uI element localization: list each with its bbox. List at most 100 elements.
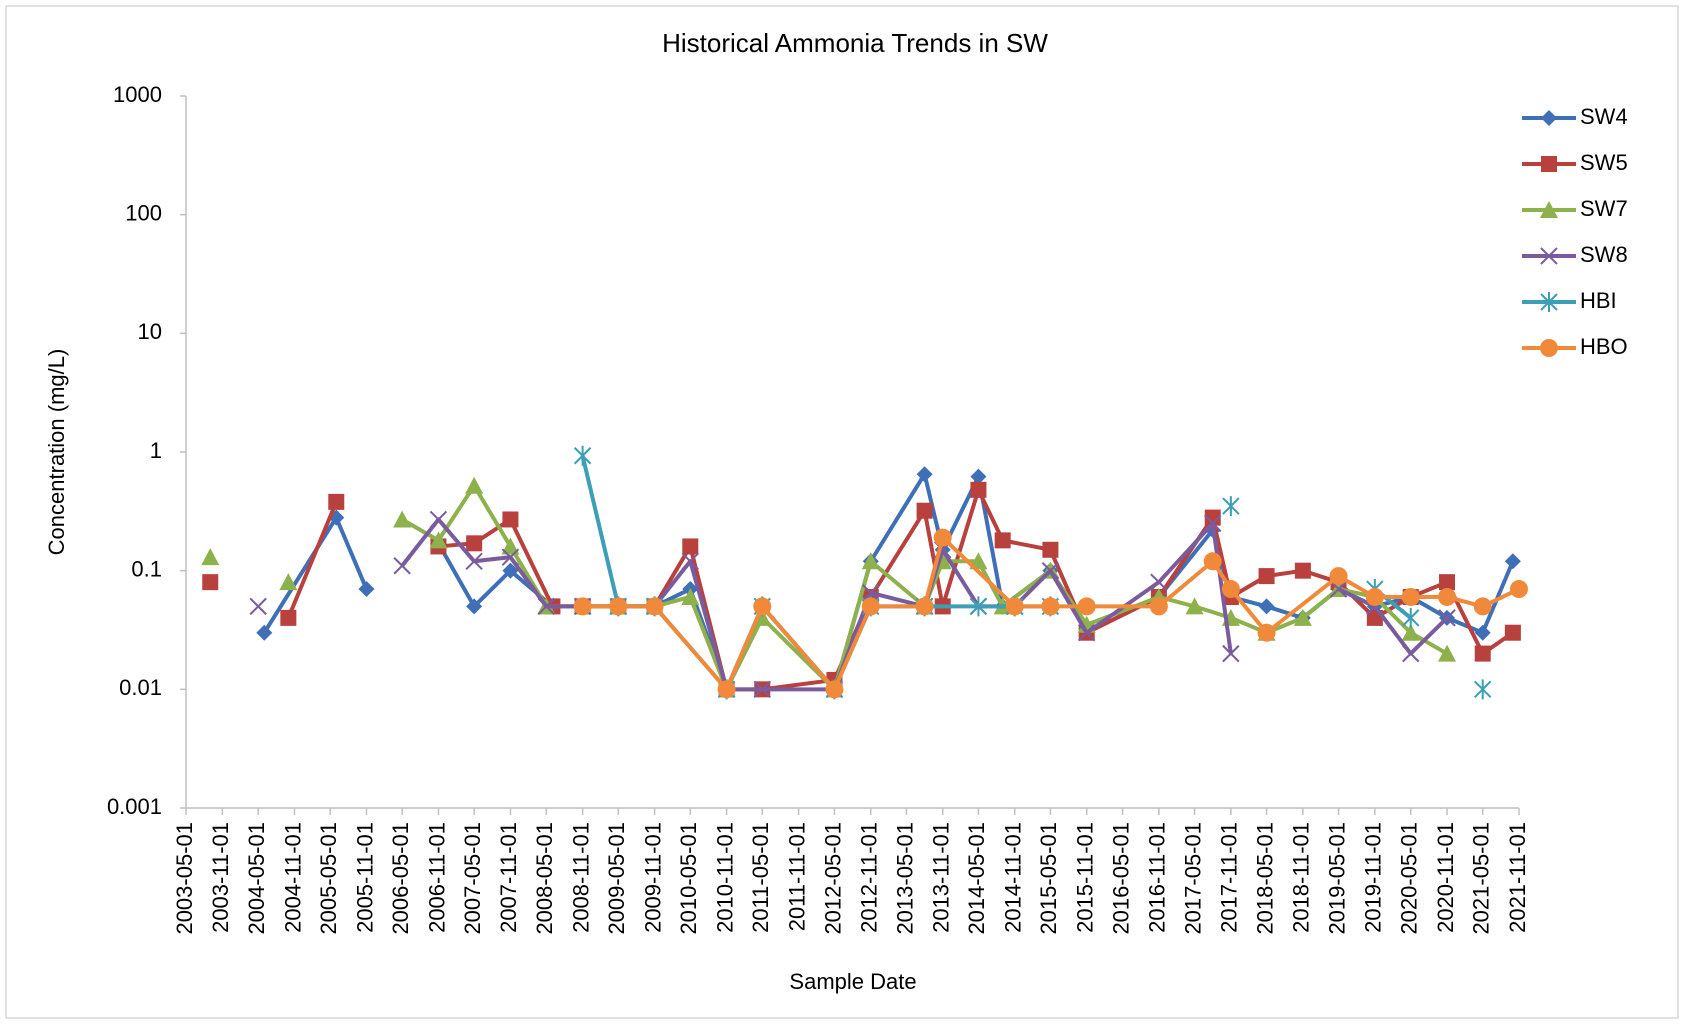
y-axis-label: Concentration (mg/L)	[44, 349, 69, 556]
data-point	[501, 548, 520, 566]
data-point	[753, 597, 772, 616]
data-point	[280, 609, 297, 626]
data-point	[429, 531, 448, 549]
data-point	[202, 574, 219, 591]
data-point	[573, 597, 592, 616]
data-point	[537, 597, 556, 616]
data-point	[1402, 644, 1420, 663]
data-point	[466, 535, 483, 552]
data-point	[1077, 624, 1096, 642]
data-point	[1258, 598, 1275, 615]
data-point	[1257, 623, 1276, 642]
data-point	[969, 596, 988, 617]
data-point	[393, 557, 411, 575]
series-line	[400, 517, 1449, 692]
x-tick-label: 2008-05-01	[532, 822, 557, 935]
legend-marker	[1540, 247, 1558, 265]
data-point	[429, 510, 448, 529]
legend-marker	[1541, 110, 1557, 126]
data-point	[1329, 580, 1348, 598]
data-point	[1077, 597, 1096, 616]
y-tick-label: 0.1	[131, 556, 162, 581]
data-point	[1474, 679, 1492, 700]
data-point	[328, 493, 345, 510]
data-point	[916, 502, 933, 519]
data-point	[1401, 587, 1420, 606]
y-tick-label: 0.001	[107, 794, 162, 819]
x-tick-label: 2021-05-01	[1469, 822, 1494, 935]
x-tick-label: 2010-11-01	[712, 822, 737, 933]
x-tick-label: 2003-11-01	[208, 822, 233, 933]
x-tick-label: 2013-05-01	[892, 822, 917, 935]
data-point	[970, 468, 987, 485]
legend-label: SW8	[1580, 242, 1628, 267]
x-tick-label: 2017-05-01	[1180, 822, 1205, 935]
data-point	[1203, 552, 1222, 571]
x-tick-label: 2016-11-01	[1145, 822, 1170, 933]
data-point	[1401, 623, 1420, 641]
legend-marker	[1540, 201, 1558, 218]
data-point	[681, 587, 700, 605]
legend-marker	[1541, 156, 1557, 172]
data-point	[682, 538, 699, 555]
x-tick-label: 2009-11-01	[640, 822, 665, 933]
y-tick-label: 0.01	[119, 675, 162, 700]
chart-border	[5, 5, 1679, 1019]
legend-label: SW7	[1580, 196, 1628, 221]
x-tick-label: 2016-05-01	[1108, 822, 1133, 935]
x-tick-label: 2012-05-01	[820, 822, 845, 935]
data-point	[933, 528, 952, 547]
legend-label: SW4	[1580, 104, 1628, 129]
x-tick-label: 2019-11-01	[1361, 822, 1386, 933]
series-line	[582, 535, 1520, 692]
x-tick-label: 2018-11-01	[1289, 822, 1314, 933]
data-point	[1222, 496, 1240, 517]
x-tick-label: 2015-11-01	[1073, 822, 1098, 933]
data-point	[1041, 561, 1060, 580]
data-point	[645, 597, 664, 616]
data-point	[1222, 644, 1240, 663]
data-point	[256, 624, 273, 641]
data-point	[994, 532, 1011, 549]
x-tick-label: 2020-05-01	[1397, 822, 1422, 935]
data-point	[862, 584, 880, 602]
data-point	[1005, 597, 1024, 616]
data-point	[1041, 597, 1060, 616]
data-point	[1258, 568, 1275, 585]
data-point	[1042, 541, 1059, 558]
data-point	[1293, 608, 1312, 626]
x-axis-label: Sample Date	[789, 969, 916, 994]
data-point	[916, 466, 933, 483]
data-point	[1185, 597, 1204, 615]
x-tick-label: 2007-05-01	[460, 822, 485, 935]
x-tick-label: 2008-11-01	[568, 822, 593, 933]
x-tick-label: 2014-11-01	[1001, 822, 1026, 933]
x-tick-label: 2021-11-01	[1505, 822, 1530, 933]
x-tick-label: 2004-11-01	[280, 822, 305, 933]
data-point	[1474, 624, 1491, 641]
x-tick-label: 2009-05-01	[604, 822, 629, 935]
y-tick-label: 1	[150, 438, 162, 463]
y-tick-label: 10	[138, 319, 162, 344]
data-point	[717, 680, 736, 699]
data-point	[1504, 553, 1521, 570]
data-point	[1473, 597, 1492, 616]
x-tick-label: 2019-05-01	[1324, 822, 1349, 935]
x-tick-label: 2003-05-01	[172, 822, 197, 935]
data-point	[861, 597, 880, 616]
data-point	[1438, 609, 1456, 627]
data-point	[465, 552, 483, 570]
x-tick-label: 2013-11-01	[929, 822, 954, 933]
data-point	[502, 562, 519, 579]
x-tick-label: 2011-05-01	[748, 822, 773, 933]
data-point	[573, 445, 592, 466]
data-point	[970, 481, 987, 498]
data-point	[1504, 624, 1521, 641]
data-point	[1329, 567, 1348, 586]
x-tick-label: 2004-05-01	[244, 822, 269, 935]
data-point	[915, 597, 934, 616]
legend-label: SW5	[1580, 150, 1628, 175]
legend-marker	[1540, 292, 1558, 312]
chart-title: Historical Ammonia Trends in SW	[662, 28, 1048, 58]
